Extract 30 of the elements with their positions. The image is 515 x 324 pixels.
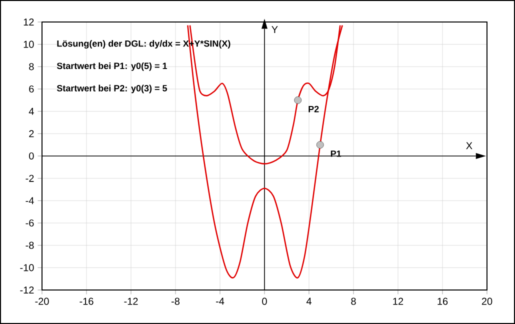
x-tick-label: -12 [124, 298, 138, 305]
y-tick-label: -6 [26, 219, 34, 227]
annotation: Startwert bei P2: y0(3) = 5 [56, 84, 168, 94]
x-tick-label: -4 [216, 298, 224, 305]
y-tick-label: 4 [28, 108, 34, 115]
y-tick-label: -4 [26, 197, 34, 204]
x-tick-label: 0 [262, 298, 267, 305]
y-tick-label: 2 [29, 130, 34, 138]
y-tick-label: 0 [29, 152, 34, 160]
x-tick-label: 4 [306, 298, 312, 305]
y-axis-title: Y [272, 26, 278, 33]
y-tick-label: 8 [29, 63, 34, 70]
annotation: Startwert bei P1: y0(5) = 1 [56, 62, 168, 71]
y-tick-label: 10 [24, 40, 34, 48]
x-tick-label: 8 [351, 298, 356, 305]
annotation: P1 [330, 150, 342, 157]
y-tick-label: -10 [20, 264, 34, 272]
y-tick-label: 12 [24, 18, 34, 26]
x-tick-label: 12 [393, 298, 404, 305]
x-tick-label: -8 [171, 298, 180, 305]
annotation: P2 [308, 106, 319, 112]
x-tick-label: 16 [438, 298, 448, 305]
x-tick-label: -16 [80, 298, 94, 305]
y-tick-label: 6 [29, 85, 34, 93]
y-tick-label: -8 [26, 242, 34, 249]
y-tick-label: -2 [26, 174, 34, 182]
x-tick-label: 20 [482, 298, 492, 305]
x-tick-label: -20 [35, 298, 49, 305]
y-tick-label: -12 [20, 286, 34, 294]
x-axis-title: X [466, 142, 472, 150]
